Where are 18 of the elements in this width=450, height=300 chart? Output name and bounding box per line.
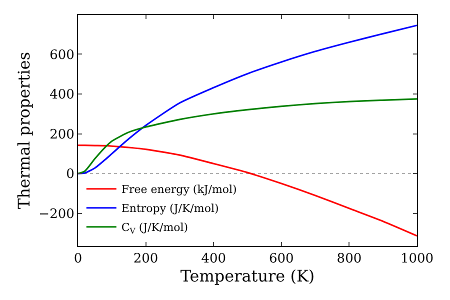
x-tick-label: 600 [268,252,294,267]
y-tick-label: 400 [50,88,74,103]
y-tick-label: 600 [50,48,74,63]
y-axis-title: Thermal properties [14,52,34,210]
x-tick-label: 400 [201,252,226,267]
x-tick-label: 200 [133,252,158,267]
line-series [78,98,417,174]
x-tick-label: 800 [336,252,362,267]
line-series [78,144,417,237]
legend-label: Entropy (J/K/mol) [121,202,219,216]
y-tick-label: 0 [66,167,74,182]
legend-label: Free energy (kJ/mol) [121,183,237,196]
line-series [78,24,417,174]
y-tick-label: −200 [38,206,74,222]
y-tick-label: 200 [50,127,74,142]
x-tick-label: 1000 [400,252,434,267]
legend-label: C$_{V}$ (J/K/mol) [121,221,188,236]
x-axis-title: Temperature (K) [180,266,315,286]
